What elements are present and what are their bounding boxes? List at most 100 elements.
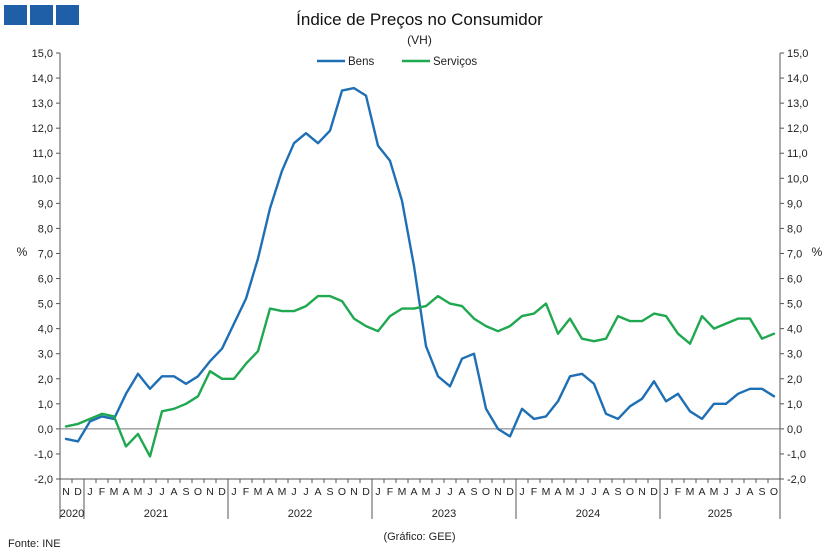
x-tick-label-month: J xyxy=(87,486,92,498)
x-tick-label-month: J xyxy=(303,486,308,498)
x-tick-label-month: M xyxy=(398,486,407,498)
x-tick-label-month: M xyxy=(254,486,263,498)
y-tick-label-right: 8,0 xyxy=(787,223,802,235)
y-tick-label-left: 9,0 xyxy=(38,198,53,210)
x-tick-label-month: M xyxy=(110,486,119,498)
y-tick-label-left: 8,0 xyxy=(38,223,53,235)
x-tick-label-year: 2023 xyxy=(432,508,456,520)
y-tick-label-right: 9,0 xyxy=(787,198,802,210)
x-tick-label-month: J xyxy=(147,486,152,498)
x-tick-label-month: O xyxy=(482,486,490,498)
x-tick-label-month: J xyxy=(519,486,524,498)
y-tick-label-right: 10,0 xyxy=(787,173,808,185)
logo-block-2 xyxy=(30,5,53,25)
y-tick-label-right: 0,0 xyxy=(787,424,802,436)
logo xyxy=(4,5,79,25)
y-tick-label-right: 13,0 xyxy=(787,98,808,110)
y-tick-label-left: 10,0 xyxy=(32,173,53,185)
y-axis-label-right: % xyxy=(812,245,823,259)
y-tick-label-left: 12,0 xyxy=(32,123,53,135)
x-tick-label-month: D xyxy=(74,486,82,498)
x-tick-label-month: M xyxy=(134,486,143,498)
x-tick-label-month: N xyxy=(206,486,214,498)
x-tick-label-month: A xyxy=(314,486,321,498)
x-tick-label-month: A xyxy=(602,486,609,498)
x-tick-label-month: J xyxy=(375,486,380,498)
chart-subtitle: (VH) xyxy=(407,33,432,47)
x-tick-label-month: M xyxy=(542,486,551,498)
x-tick-label-month: M xyxy=(566,486,575,498)
y-tick-label-left: 7,0 xyxy=(38,248,53,260)
chart-title: Índice de Preços no Consumidor xyxy=(296,10,543,29)
y-tick-label-right: 4,0 xyxy=(787,324,802,336)
y-tick-label-right: 3,0 xyxy=(787,349,802,361)
y-tick-label-left: 15,0 xyxy=(32,48,53,60)
legend-label-bens: Bens xyxy=(348,56,374,68)
x-tick-label-month: S xyxy=(758,486,765,498)
x-tick-label-month: N xyxy=(494,486,502,498)
x-tick-label-month: D xyxy=(506,486,514,498)
x-tick-label-month: F xyxy=(243,486,249,498)
y-tick-label-left: 14,0 xyxy=(32,73,53,85)
x-tick-label-month: J xyxy=(435,486,440,498)
x-tick-label-year: 2025 xyxy=(708,508,732,520)
x-tick-label-month: F xyxy=(387,486,393,498)
x-tick-label-month: S xyxy=(614,486,621,498)
y-tick-label-right: 5,0 xyxy=(787,299,802,311)
x-tick-label-month: J xyxy=(159,486,164,498)
x-tick-label-month: F xyxy=(531,486,537,498)
x-tick-label-month: D xyxy=(650,486,658,498)
x-tick-label-month: M xyxy=(422,486,431,498)
x-tick-label-month: M xyxy=(278,486,287,498)
x-tick-label-month: A xyxy=(266,486,273,498)
x-tick-label-month: O xyxy=(338,486,346,498)
x-tick-label-month: S xyxy=(182,486,189,498)
x-tick-label-month: J xyxy=(291,486,296,498)
x-tick-label-month: A xyxy=(458,486,465,498)
y-tick-label-left: 0,0 xyxy=(38,424,53,436)
x-tick-label-month: A xyxy=(698,486,705,498)
y-tick-label-left: 11,0 xyxy=(32,148,53,160)
y-tick-label-left: 3,0 xyxy=(38,349,53,361)
y-axis-label-left: % xyxy=(17,245,28,259)
x-tick-label-month: N xyxy=(638,486,646,498)
y-tick-label-right: 1,0 xyxy=(787,399,802,411)
y-tick-label-right: 14,0 xyxy=(787,73,808,85)
y-tick-label-left: -1,0 xyxy=(34,449,53,461)
x-tick-label-month: F xyxy=(675,486,681,498)
x-tick-label-year: 2020 xyxy=(60,508,84,520)
credit-note: (Gráfico: GEE) xyxy=(383,531,456,543)
x-tick-label-month: M xyxy=(686,486,695,498)
legend-label-servicos: Serviços xyxy=(433,56,477,68)
y-tick-label-right: 11,0 xyxy=(787,148,808,160)
x-tick-label-month: O xyxy=(194,486,202,498)
x-tick-label-month: F xyxy=(99,486,105,498)
x-tick-label-month: J xyxy=(447,486,452,498)
series-line-servicos xyxy=(64,294,776,458)
y-tick-label-left: 4,0 xyxy=(38,324,53,336)
y-tick-label-right: 12,0 xyxy=(787,123,808,135)
y-tick-label-left: 1,0 xyxy=(38,399,53,411)
x-tick-label-month: J xyxy=(663,486,668,498)
y-tick-label-left: 6,0 xyxy=(38,274,53,286)
x-tick-label-month: J xyxy=(723,486,728,498)
y-tick-label-right: 15,0 xyxy=(787,48,808,60)
x-tick-label-month: O xyxy=(770,486,778,498)
y-tick-label-left: -2,0 xyxy=(34,474,53,486)
x-tick-label-month: S xyxy=(326,486,333,498)
x-tick-label-month: J xyxy=(591,486,596,498)
x-tick-label-month: O xyxy=(626,486,634,498)
x-tick-label-month: N xyxy=(62,486,70,498)
source-note: Fonte: INE xyxy=(8,538,61,550)
x-tick-label-year: 2022 xyxy=(288,508,312,520)
x-tick-label-month: N xyxy=(350,486,358,498)
x-tick-label-month: J xyxy=(579,486,584,498)
x-tick-label-month: D xyxy=(218,486,226,498)
x-tick-label-month: A xyxy=(410,486,417,498)
x-tick-label-year: 2021 xyxy=(144,508,168,520)
x-tick-label-month: J xyxy=(735,486,740,498)
y-tick-label-right: -1,0 xyxy=(787,449,806,461)
x-tick-label-month: M xyxy=(710,486,719,498)
logo-block-3 xyxy=(56,5,79,25)
